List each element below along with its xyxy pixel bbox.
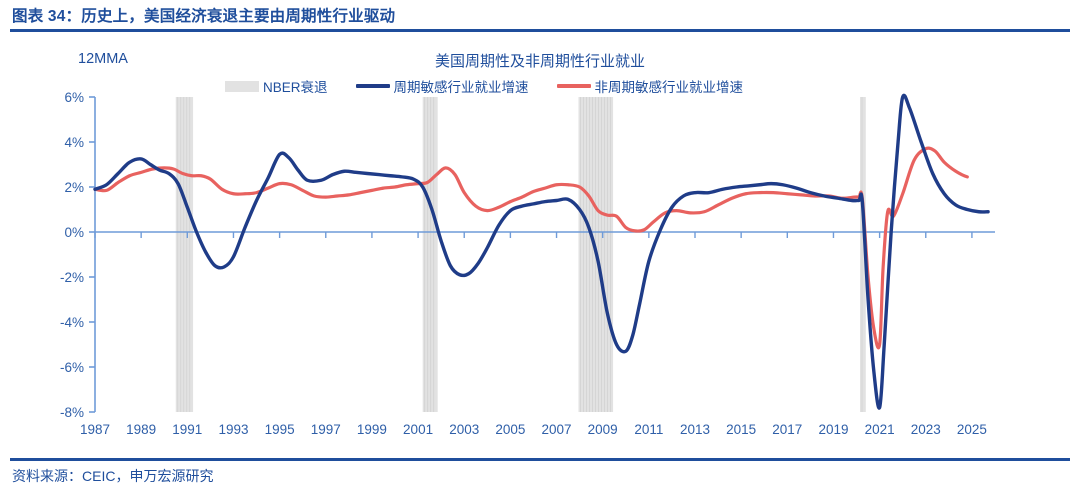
x-tick-label: 1989 xyxy=(126,422,156,437)
footer-divider xyxy=(10,458,1070,461)
title-divider xyxy=(10,29,1070,32)
cyclical-line-swatch-icon xyxy=(355,84,390,88)
y-axis: 6% 4% 2% 0% -2% -4% -6% -8% xyxy=(60,90,96,420)
series-line-cyclical xyxy=(93,93,990,410)
x-tick-label: 2025 xyxy=(957,422,987,437)
x-tick-label: 2007 xyxy=(542,422,572,437)
x-tick-label: 2013 xyxy=(680,422,710,437)
x-tick-label: 2023 xyxy=(911,422,941,437)
source-note: 资料来源：CEIC，申万宏源研究 xyxy=(12,468,214,484)
recession-band xyxy=(578,97,614,412)
chart-legend: NBER衰退 周期敏感行业就业增速 非周期敏感行业就业增速 xyxy=(225,76,925,96)
y-tick-label: 6% xyxy=(64,90,84,105)
legend-label-cyclical: 周期敏感行业就业增速 xyxy=(393,80,529,95)
x-tick-label: 1999 xyxy=(357,422,387,437)
y-tick-label: -6% xyxy=(60,360,84,375)
x-tick-label: 2001 xyxy=(403,422,433,437)
x-axis-labels: 1987 1989 1991 1993 1995 1997 1999 2001 2003 2005… xyxy=(80,422,987,437)
x-tick-label: 1987 xyxy=(80,422,110,437)
recession-band xyxy=(860,97,866,412)
recession-band xyxy=(422,97,438,412)
y-tick-label: 4% xyxy=(64,135,84,150)
recession-band xyxy=(175,97,194,412)
chart-subtitle: 美国周期性及非周期性行业就业 xyxy=(434,53,645,70)
legend-item-noncyclical[interactable]: 非周期敏感行业就业增速 xyxy=(556,76,744,96)
y-tick-label: -4% xyxy=(60,315,84,330)
unit-label: 12MMA xyxy=(78,51,128,67)
legend-label-noncyclical: 非周期敏感行业就业增速 xyxy=(594,80,744,95)
y-tick-label: 0% xyxy=(64,225,84,240)
series-line-noncyclical xyxy=(93,146,969,350)
y-tick-label: 2% xyxy=(64,180,84,195)
recession-band-swatch-icon xyxy=(225,80,259,92)
x-tick-label: 2011 xyxy=(634,422,663,437)
x-tick-label: 2005 xyxy=(495,422,525,437)
x-tick-label: 1997 xyxy=(311,422,341,437)
x-tick-label: 2015 xyxy=(726,422,756,437)
x-axis-zero-line xyxy=(94,231,995,238)
x-tick-label: 1995 xyxy=(265,422,295,437)
chart-title-bar: 图表 34：历史上，美国经济衰退主要由周期性行业驱动 xyxy=(0,0,1080,30)
legend-item-recession[interactable]: NBER衰退 xyxy=(225,76,328,96)
x-tick-label: 2017 xyxy=(772,422,802,437)
noncyclical-line-swatch-icon xyxy=(556,84,591,88)
x-tick-label: 2009 xyxy=(588,422,618,437)
legend-label-recession: NBER衰退 xyxy=(263,80,328,95)
y-tick-label: -2% xyxy=(60,270,84,285)
x-tick-label: 2003 xyxy=(449,422,479,437)
page-title: 图表 34：历史上，美国经济衰退主要由周期性行业驱动 xyxy=(12,8,396,25)
x-tick-label: 1991 xyxy=(172,422,202,437)
legend-item-cyclical[interactable]: 周期敏感行业就业增速 xyxy=(355,76,529,96)
y-tick-label: -8% xyxy=(60,405,84,420)
x-tick-label: 2019 xyxy=(818,422,848,437)
x-tick-label: 1993 xyxy=(218,422,248,437)
x-tick-label: 2021 xyxy=(865,422,895,437)
